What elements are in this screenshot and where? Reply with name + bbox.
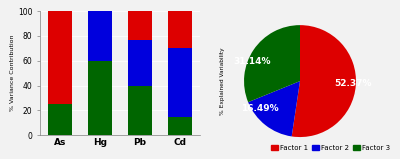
Bar bbox=[48, 104, 72, 135]
Text: 31.14%: 31.14% bbox=[234, 57, 271, 66]
Bar bbox=[88, 61, 112, 135]
Legend: Factor 1, Factor 2, Factor 3: Factor 1, Factor 2, Factor 3 bbox=[269, 142, 392, 154]
Bar bbox=[128, 86, 152, 135]
Bar bbox=[168, 11, 192, 48]
Bar bbox=[128, 40, 152, 86]
Wedge shape bbox=[244, 25, 300, 102]
Wedge shape bbox=[248, 81, 300, 136]
Bar bbox=[88, 11, 112, 61]
Bar bbox=[168, 117, 192, 135]
Bar bbox=[48, 11, 72, 104]
Bar bbox=[168, 48, 192, 117]
Text: 52.37%: 52.37% bbox=[335, 79, 372, 88]
Y-axis label: % Variance Contribution: % Variance Contribution bbox=[10, 35, 15, 111]
Text: % Explained Variability: % Explained Variability bbox=[220, 47, 225, 115]
Bar bbox=[128, 11, 152, 40]
Wedge shape bbox=[292, 25, 356, 137]
Text: 16.49%: 16.49% bbox=[241, 104, 278, 113]
